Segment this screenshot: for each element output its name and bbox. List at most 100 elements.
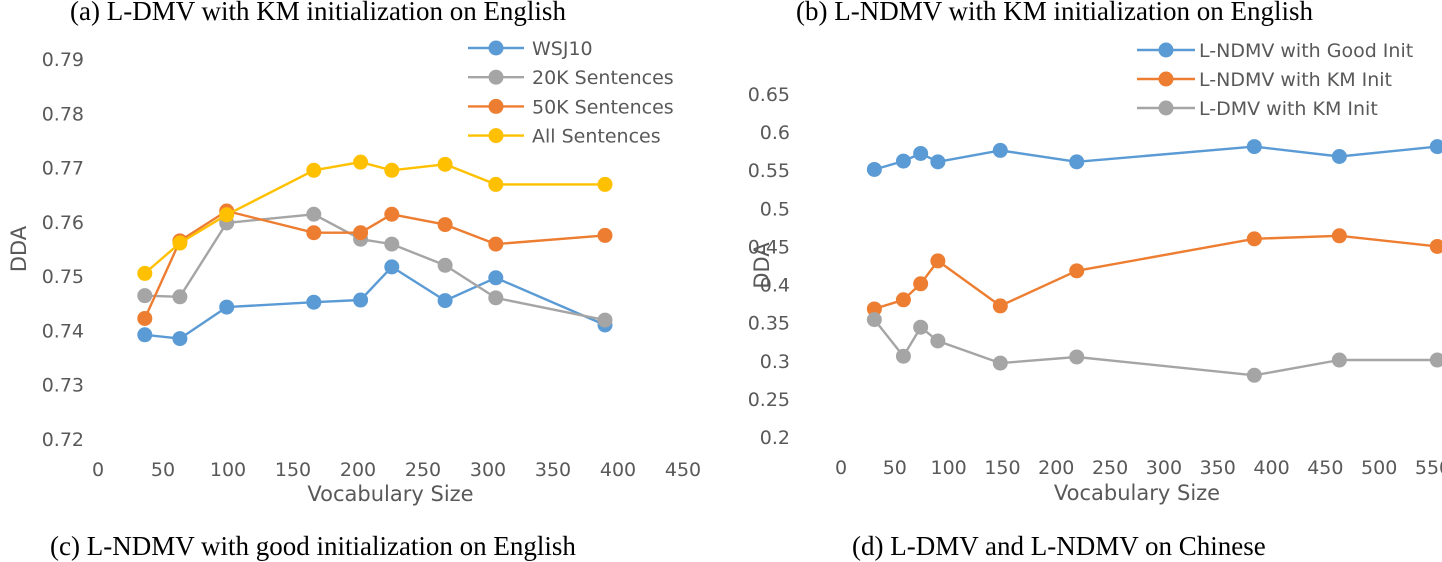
data-point-s0-2: [913, 145, 929, 161]
x-tick-label: 100: [210, 459, 246, 481]
data-point-s0-6: [1246, 139, 1262, 155]
y-tick-label: 0.3: [760, 351, 790, 373]
caption-b: (b) L-NDMV with KM initialization on Eng…: [796, 0, 1313, 26]
data-point-s0-8: [1429, 139, 1442, 155]
series-line-2: [873, 318, 1438, 377]
y-axis-title: DDA: [750, 242, 774, 289]
chart-english-vocab-size: 0.72 0.73 0.74 0.75 0.76 0.77 0.78 0.79 0 50 100 15…: [7, 38, 701, 506]
data-point-s0-7: [488, 270, 504, 286]
data-point-s0-1: [895, 153, 911, 169]
y-tick-label: 0.45: [748, 236, 790, 258]
legend-label-3: All Sentences: [532, 126, 661, 148]
data-point-s2-2: [913, 319, 929, 335]
x-tick-label: 450: [1307, 457, 1343, 479]
data-point-s0-5: [384, 259, 400, 275]
x-tick-label: 50: [883, 457, 907, 479]
data-point-s2-0: [866, 312, 882, 328]
x-axis-title: Vocabulary Size: [307, 482, 473, 506]
data-point-s1-8: [1429, 238, 1442, 254]
data-point-s2-8: [597, 227, 613, 243]
y-tick-label: 0.76: [42, 212, 84, 234]
data-point-s2-4: [353, 225, 369, 241]
data-point-s0-4: [353, 292, 369, 308]
y-tick-label: 0.65: [748, 84, 790, 106]
legend-marker-2: [1158, 100, 1174, 116]
x-tick-label: 0: [835, 457, 847, 479]
data-point-s2-3: [306, 225, 322, 241]
data-point-s1-1: [172, 289, 188, 305]
data-point-s3-0: [137, 265, 153, 281]
data-point-s1-3: [930, 253, 946, 269]
legend-label-1: L-NDMV with KM Init: [1199, 69, 1392, 91]
x-tick-label: 550: [1415, 457, 1442, 479]
y-tick-label: 0.5: [760, 198, 790, 220]
x-tick-label: 500: [1361, 457, 1397, 479]
caption-a: (a) L-DMV with KM initialization on Engl…: [70, 0, 566, 26]
data-point-s2-6: [437, 217, 453, 233]
data-point-s1-8: [597, 312, 613, 328]
x-tick-label: 150: [984, 457, 1020, 479]
data-point-s0-5: [1069, 154, 1085, 170]
x-tick-label: 100: [931, 457, 967, 479]
data-point-s1-4: [992, 298, 1008, 314]
legend-marker-3: [488, 128, 504, 144]
data-point-s0-1: [172, 331, 188, 347]
data-point-s0-3: [930, 154, 946, 170]
data-point-s3-3: [306, 162, 322, 178]
legend-marker-0: [1158, 42, 1174, 58]
caption-d: (d) L-DMV and L-NDMV on Chinese: [852, 531, 1266, 561]
legend-marker-1: [1158, 71, 1174, 87]
data-point-s0-2: [219, 299, 235, 315]
data-point-s0-0: [866, 161, 882, 177]
x-tick-label: 350: [535, 459, 571, 481]
y-tick-label: 0.55: [748, 160, 790, 182]
data-point-s1-5: [384, 236, 400, 252]
data-point-s0-3: [306, 294, 322, 310]
data-point-s2-5: [384, 206, 400, 222]
data-point-s2-7: [488, 236, 504, 252]
chart-chinese-vocab-size: 0.2 0.25 0.3 0.35 0.4 0.45 0.5 0.55 0.6 0.65 0 50 10…: [748, 40, 1442, 505]
series-line-1: [874, 234, 1438, 311]
data-point-s1-7: [1331, 228, 1347, 244]
data-point-s3-4: [353, 154, 369, 170]
y-tick-label: 0.72: [42, 429, 84, 451]
data-point-s2-0: [137, 310, 153, 326]
caption-c: (c) L-NDMV with good initialization on E…: [50, 531, 576, 561]
x-tick-label: 200: [1038, 457, 1074, 479]
legend-marker-0: [488, 40, 504, 56]
data-point-s0-0: [137, 327, 153, 343]
data-point-s1-2: [913, 276, 929, 292]
data-point-s0-7: [1331, 149, 1347, 165]
data-point-s1-7: [488, 290, 504, 306]
data-point-s3-8: [597, 176, 613, 192]
x-tick-label: 400: [600, 459, 636, 481]
y-tick-label: 0.75: [42, 266, 84, 288]
y-tick-label: 0.73: [42, 375, 84, 397]
y-tick-label: 0.78: [42, 103, 84, 125]
y-tick-label: 0.35: [748, 313, 790, 335]
y-tick-label: 0.25: [748, 389, 790, 411]
data-point-s2-5: [1069, 349, 1085, 365]
legend-marker-1: [488, 69, 504, 85]
legend-label-0: L-NDMV with Good Init: [1199, 40, 1413, 62]
data-point-s2-1: [895, 348, 911, 364]
y-tick-label: 0.4: [760, 275, 790, 297]
x-tick-label: 400: [1253, 457, 1289, 479]
data-point-s0-4: [992, 142, 1008, 158]
legend-label-2: L-DMV with KM Init: [1199, 98, 1378, 120]
data-point-s3-1: [172, 235, 188, 251]
x-tick-label: 300: [470, 459, 506, 481]
y-tick-label: 0.77: [42, 158, 84, 180]
data-point-s2-4: [992, 355, 1008, 371]
series-line-0: [874, 145, 1438, 171]
data-point-s1-3: [306, 206, 322, 222]
x-tick-label: 150: [275, 459, 311, 481]
data-point-s1-6: [437, 257, 453, 273]
data-point-s1-0: [137, 288, 153, 304]
x-tick-label: 350: [1200, 457, 1236, 479]
legend-marker-2: [488, 98, 504, 114]
x-tick-label: 250: [405, 459, 441, 481]
y-tick-label: 0.6: [760, 122, 790, 144]
legend-label-1: 20K Sentences: [532, 67, 674, 89]
data-point-s1-1: [895, 292, 911, 308]
